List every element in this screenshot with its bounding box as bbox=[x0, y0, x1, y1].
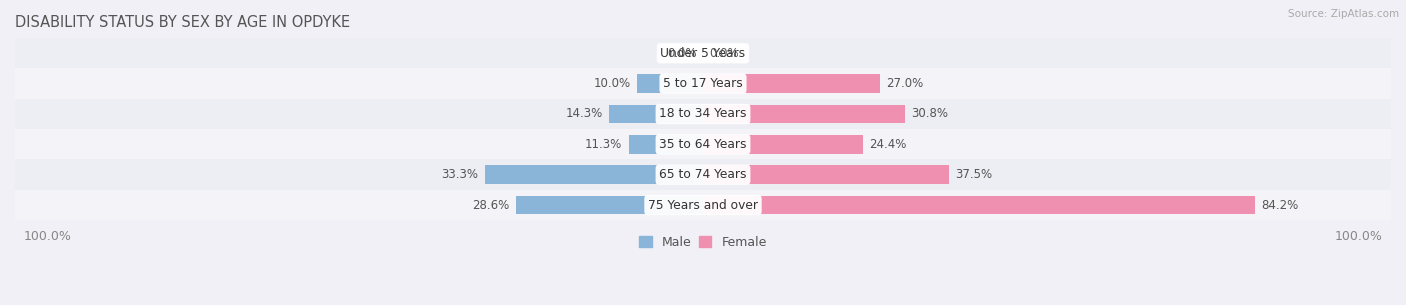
Text: 18 to 34 Years: 18 to 34 Years bbox=[659, 107, 747, 120]
Text: 37.5%: 37.5% bbox=[955, 168, 993, 181]
Legend: Male, Female: Male, Female bbox=[634, 231, 772, 254]
Bar bbox=[15, 129, 1391, 160]
Text: 14.3%: 14.3% bbox=[565, 107, 603, 120]
Bar bbox=[703, 135, 863, 154]
Text: 75 Years and over: 75 Years and over bbox=[648, 199, 758, 211]
Text: 33.3%: 33.3% bbox=[441, 168, 478, 181]
Bar bbox=[15, 160, 1391, 190]
Bar bbox=[485, 165, 703, 184]
Bar bbox=[628, 135, 703, 154]
Text: Source: ZipAtlas.com: Source: ZipAtlas.com bbox=[1288, 9, 1399, 19]
Text: 28.6%: 28.6% bbox=[472, 199, 509, 211]
Bar bbox=[15, 99, 1391, 129]
Bar bbox=[703, 105, 905, 124]
Bar bbox=[15, 68, 1391, 99]
Text: Under 5 Years: Under 5 Years bbox=[661, 47, 745, 60]
Bar bbox=[637, 74, 703, 93]
Text: 5 to 17 Years: 5 to 17 Years bbox=[664, 77, 742, 90]
Text: 24.4%: 24.4% bbox=[869, 138, 907, 151]
Text: 10.0%: 10.0% bbox=[593, 77, 631, 90]
Text: 35 to 64 Years: 35 to 64 Years bbox=[659, 138, 747, 151]
Text: 0.0%: 0.0% bbox=[666, 47, 696, 60]
Text: 30.8%: 30.8% bbox=[911, 107, 949, 120]
Bar bbox=[15, 190, 1391, 220]
Bar bbox=[15, 38, 1391, 68]
Bar bbox=[703, 165, 949, 184]
Bar bbox=[609, 105, 703, 124]
Bar bbox=[516, 196, 703, 214]
Text: 65 to 74 Years: 65 to 74 Years bbox=[659, 168, 747, 181]
Text: 0.0%: 0.0% bbox=[710, 47, 740, 60]
Text: 84.2%: 84.2% bbox=[1261, 199, 1299, 211]
Bar bbox=[703, 196, 1254, 214]
Text: DISABILITY STATUS BY SEX BY AGE IN OPDYKE: DISABILITY STATUS BY SEX BY AGE IN OPDYK… bbox=[15, 15, 350, 30]
Text: 11.3%: 11.3% bbox=[585, 138, 623, 151]
Bar bbox=[703, 74, 880, 93]
Text: 27.0%: 27.0% bbox=[886, 77, 924, 90]
